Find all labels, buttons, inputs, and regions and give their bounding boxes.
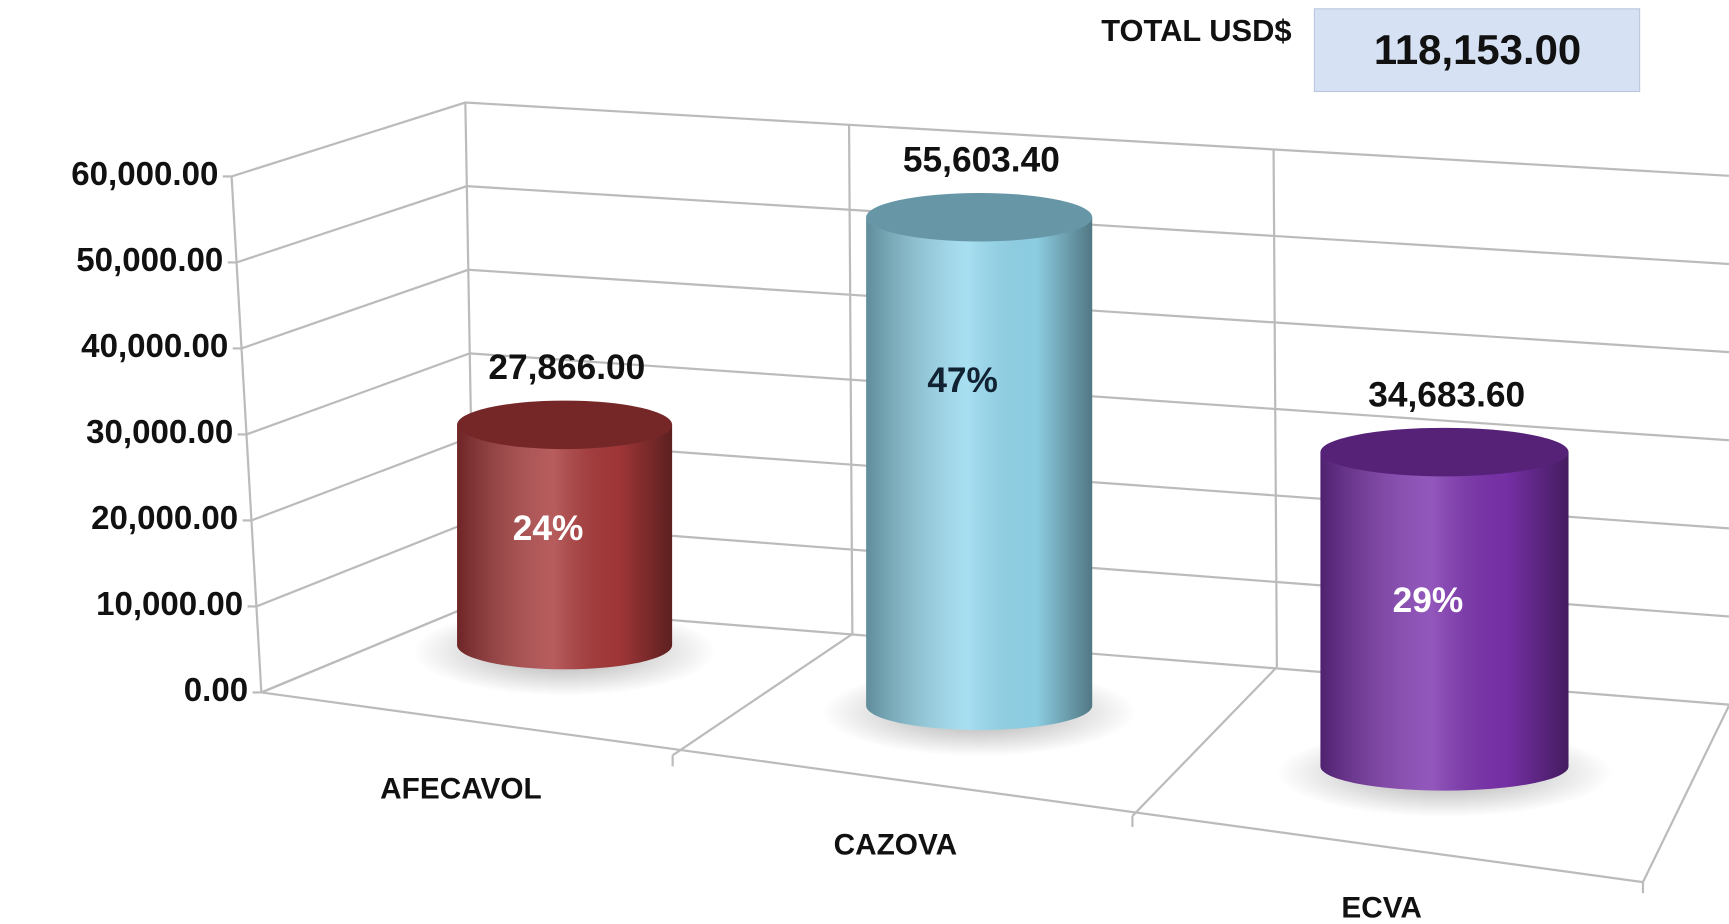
x-tick-label: AFECAVOL bbox=[380, 772, 542, 805]
y-tick-label: 50,000.00 bbox=[76, 242, 223, 279]
bar-top-shade bbox=[866, 192, 1093, 242]
bar-top-shade bbox=[457, 400, 673, 450]
y-tick-label: 30,000.00 bbox=[86, 414, 233, 451]
total-value: 118,153.00 bbox=[1374, 26, 1581, 73]
y-tick-label: 40,000.00 bbox=[81, 328, 228, 365]
floor-front bbox=[261, 691, 1644, 884]
y-tick-label: 60,000.00 bbox=[71, 156, 218, 193]
percentage-label: 29% bbox=[1393, 581, 1464, 620]
value-label: 27,866.00 bbox=[488, 348, 645, 387]
x-tick-label: ECVA bbox=[1341, 892, 1422, 924]
grid-line bbox=[231, 101, 1729, 178]
bar-top bbox=[1320, 427, 1569, 477]
bar-shading bbox=[457, 424, 673, 670]
grid-line bbox=[236, 185, 1729, 266]
floor-right bbox=[1641, 705, 1729, 883]
bar-top-shade bbox=[1320, 427, 1569, 477]
value-label: 55,603.40 bbox=[903, 140, 1060, 179]
floor-divider bbox=[672, 633, 853, 757]
y-tick-label: 20,000.00 bbox=[91, 500, 238, 537]
value-label: 34,683.60 bbox=[1368, 375, 1525, 414]
floor-divider bbox=[1131, 666, 1278, 817]
total-box bbox=[1313, 8, 1641, 93]
bar-top bbox=[457, 400, 673, 450]
grid-line bbox=[241, 268, 1729, 354]
percentage-label: 24% bbox=[513, 509, 584, 548]
percentage-label: 47% bbox=[927, 361, 998, 400]
total-label: TOTAL USD$ bbox=[1101, 13, 1291, 48]
x-tick-label: CAZOVA bbox=[834, 829, 957, 862]
bar-shading bbox=[866, 217, 1093, 730]
y-tick-label: 0.00 bbox=[184, 672, 248, 709]
y-tick-label: 10,000.00 bbox=[96, 586, 243, 623]
grid-line bbox=[246, 352, 1729, 442]
bar-shading bbox=[1320, 452, 1569, 791]
bar-top bbox=[866, 192, 1093, 242]
